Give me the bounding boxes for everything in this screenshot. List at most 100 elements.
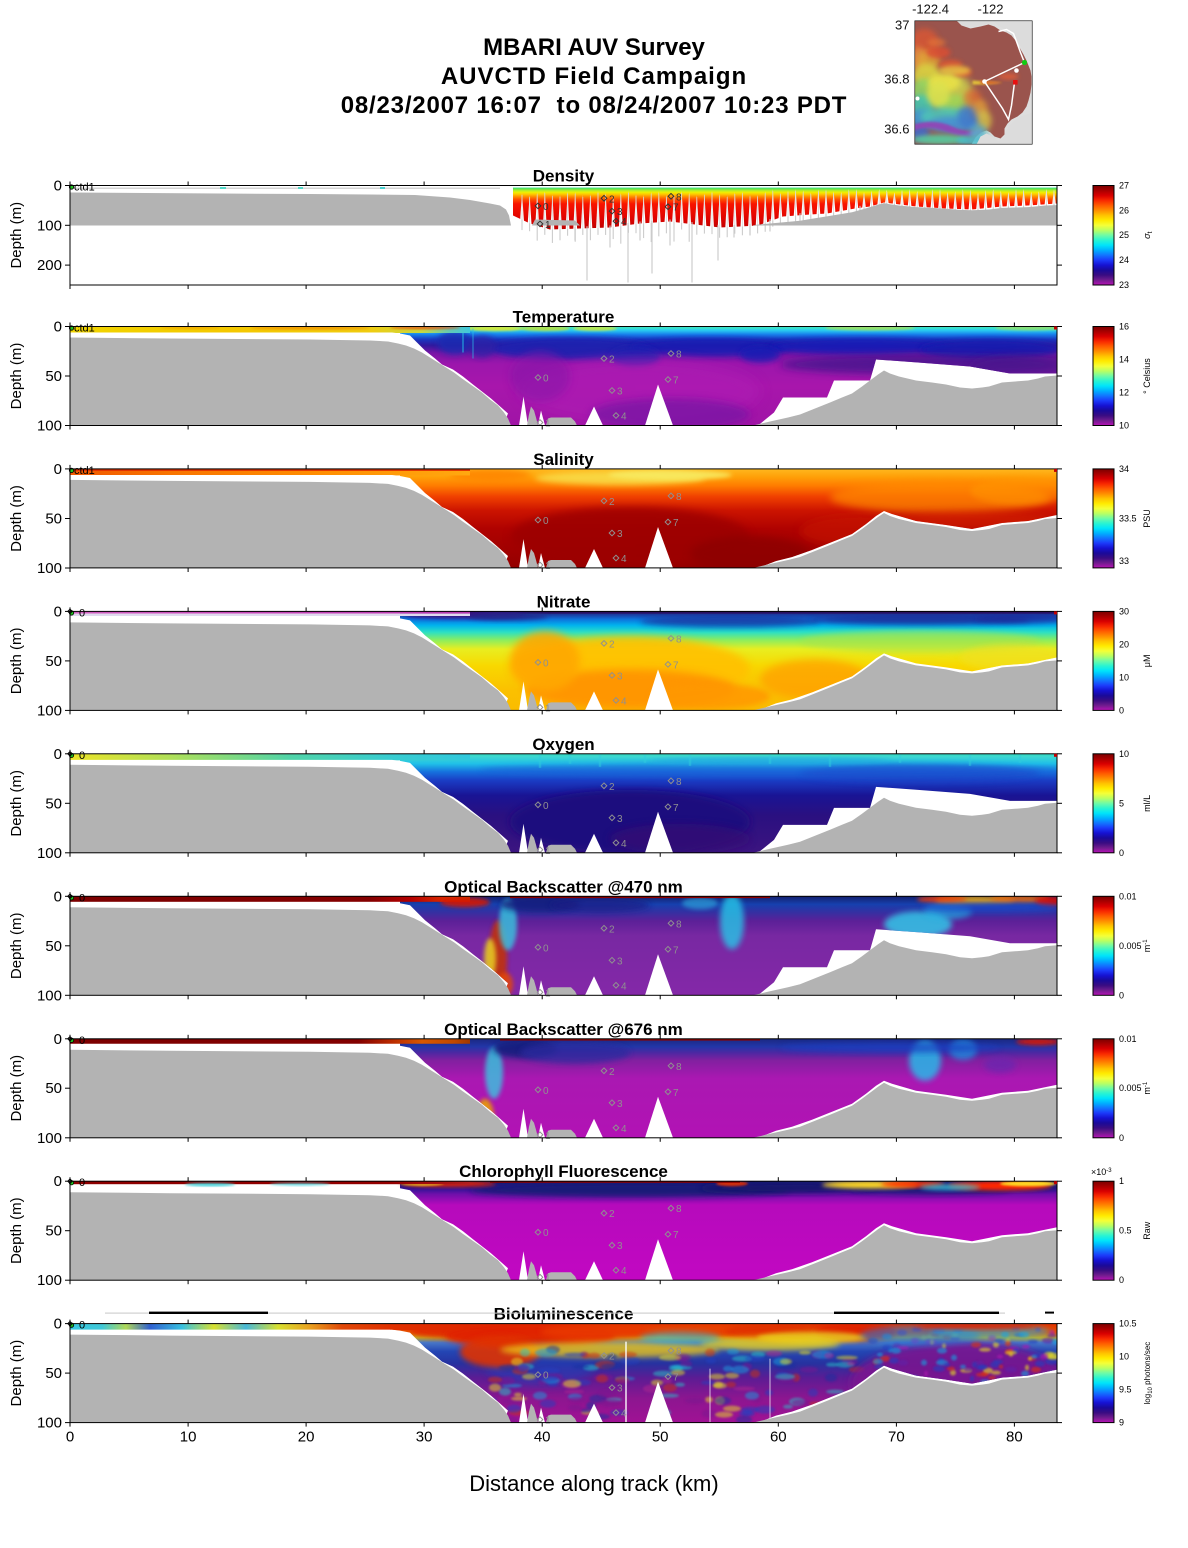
svg-text:0: 0	[1119, 705, 1124, 715]
svg-text:-122.4: -122.4	[912, 2, 949, 17]
svg-text:Density: Density	[533, 167, 595, 186]
svg-text:MBARI AUV Survey: MBARI AUV Survey	[483, 34, 705, 61]
svg-text:8: 8	[676, 634, 682, 645]
svg-text:1: 1	[1119, 1176, 1124, 1186]
svg-text:m-1: m-1	[1142, 939, 1152, 952]
svg-text:° Celsius: ° Celsius	[1142, 358, 1152, 394]
svg-text:3: 3	[617, 529, 623, 540]
svg-text:0: 0	[54, 603, 62, 620]
svg-text:2: 2	[609, 924, 615, 935]
svg-text:Depth (m): Depth (m)	[8, 770, 25, 837]
svg-text:80: 80	[1006, 1429, 1023, 1446]
svg-text:3: 3	[617, 387, 623, 398]
svg-text:2: 2	[609, 355, 615, 366]
svg-text:30: 30	[416, 1429, 433, 1446]
svg-text:0: 0	[79, 892, 85, 904]
svg-text:0: 0	[1119, 1275, 1124, 1285]
svg-text:9.5: 9.5	[1119, 1385, 1132, 1395]
svg-text:0: 0	[543, 943, 549, 954]
svg-text:0: 0	[1119, 990, 1124, 1000]
svg-text:2: 2	[609, 782, 615, 793]
svg-text:4: 4	[621, 554, 627, 565]
svg-text:Depth (m): Depth (m)	[8, 202, 25, 269]
svg-text:2: 2	[609, 194, 615, 205]
svg-text:7: 7	[673, 518, 679, 529]
svg-text:0: 0	[543, 1371, 549, 1382]
svg-text:Depth (m): Depth (m)	[8, 343, 25, 410]
svg-text:Optical Backscatter @676 nm: Optical Backscatter @676 nm	[444, 1020, 683, 1039]
svg-text:0: 0	[79, 750, 85, 762]
svg-text:3: 3	[617, 1384, 623, 1395]
svg-text:Chlorophyll Fluorescence: Chlorophyll Fluorescence	[459, 1162, 668, 1181]
svg-text:0.01: 0.01	[1119, 1034, 1137, 1044]
svg-text:50: 50	[45, 1080, 62, 1097]
svg-text:7: 7	[673, 945, 679, 956]
svg-text:Oxygen: Oxygen	[532, 735, 594, 754]
svg-text:-122: -122	[977, 2, 1003, 17]
svg-text:3: 3	[617, 1099, 623, 1110]
svg-text:60: 60	[770, 1429, 787, 1446]
svg-text:100: 100	[37, 1272, 62, 1289]
svg-text:4: 4	[621, 981, 627, 992]
svg-text:10: 10	[1119, 421, 1129, 431]
svg-text:25: 25	[1119, 230, 1129, 240]
svg-text:33.5: 33.5	[1119, 514, 1137, 524]
svg-text:36.6: 36.6	[884, 122, 909, 137]
svg-text:Temperature: Temperature	[513, 308, 615, 327]
svg-text:23: 23	[1119, 280, 1129, 290]
svg-text:5: 5	[1119, 798, 1124, 808]
svg-text:200: 200	[37, 257, 62, 274]
svg-text:8: 8	[676, 1062, 682, 1073]
svg-text:2: 2	[609, 1067, 615, 1078]
svg-text:50: 50	[45, 795, 62, 812]
svg-text:σt: σt	[1142, 231, 1154, 238]
svg-text:10: 10	[1119, 749, 1129, 759]
svg-text:0: 0	[54, 319, 62, 336]
svg-text:AUVCTD Field Campaign: AUVCTD Field Campaign	[441, 63, 747, 90]
svg-text:70: 70	[888, 1429, 905, 1446]
svg-text:2: 2	[609, 1209, 615, 1220]
svg-text:0: 0	[54, 888, 62, 905]
svg-text:Depth (m): Depth (m)	[8, 912, 25, 979]
svg-text:0: 0	[1119, 848, 1124, 858]
svg-text:10: 10	[1119, 1352, 1129, 1362]
svg-text:0: 0	[543, 801, 549, 812]
svg-text:3: 3	[617, 956, 623, 967]
svg-text:0.5: 0.5	[1119, 1226, 1132, 1236]
svg-text:20: 20	[1119, 639, 1129, 649]
svg-text:50: 50	[45, 368, 62, 385]
svg-text:34: 34	[1119, 464, 1129, 474]
svg-text:36.8: 36.8	[884, 72, 909, 87]
svg-text:27: 27	[1119, 181, 1129, 191]
svg-text:33: 33	[1119, 556, 1129, 566]
svg-text:7: 7	[673, 1373, 679, 1384]
svg-text:8: 8	[676, 919, 682, 930]
svg-text:3: 3	[617, 1241, 623, 1252]
svg-text:7: 7	[673, 803, 679, 814]
svg-text:1: 1	[545, 1131, 551, 1142]
svg-text:ctd1: ctd1	[74, 323, 95, 335]
svg-text:3: 3	[617, 671, 623, 682]
svg-text:Optical Backscatter @470 nm: Optical Backscatter @470 nm	[444, 877, 683, 896]
svg-text:0: 0	[54, 1173, 62, 1190]
svg-text:1: 1	[545, 988, 551, 999]
svg-text:100: 100	[37, 217, 62, 234]
svg-text:50: 50	[45, 653, 62, 670]
svg-text:0: 0	[543, 1086, 549, 1097]
svg-text:ctd1: ctd1	[74, 465, 95, 477]
svg-text:Raw: Raw	[1142, 1221, 1152, 1240]
svg-text:0: 0	[79, 1177, 85, 1189]
svg-text:4: 4	[621, 839, 627, 850]
svg-text:2: 2	[609, 639, 615, 650]
svg-text:0: 0	[54, 461, 62, 478]
svg-text:0: 0	[54, 746, 62, 763]
svg-text:2: 2	[609, 1352, 615, 1363]
svg-text:4: 4	[621, 1266, 627, 1277]
svg-text:4: 4	[621, 1124, 627, 1135]
svg-text:100: 100	[37, 702, 62, 719]
svg-text:50: 50	[45, 511, 62, 528]
svg-text:8: 8	[676, 492, 682, 503]
svg-text:12: 12	[1119, 388, 1129, 398]
svg-text:0: 0	[79, 1035, 85, 1047]
svg-text:8: 8	[676, 1347, 682, 1358]
